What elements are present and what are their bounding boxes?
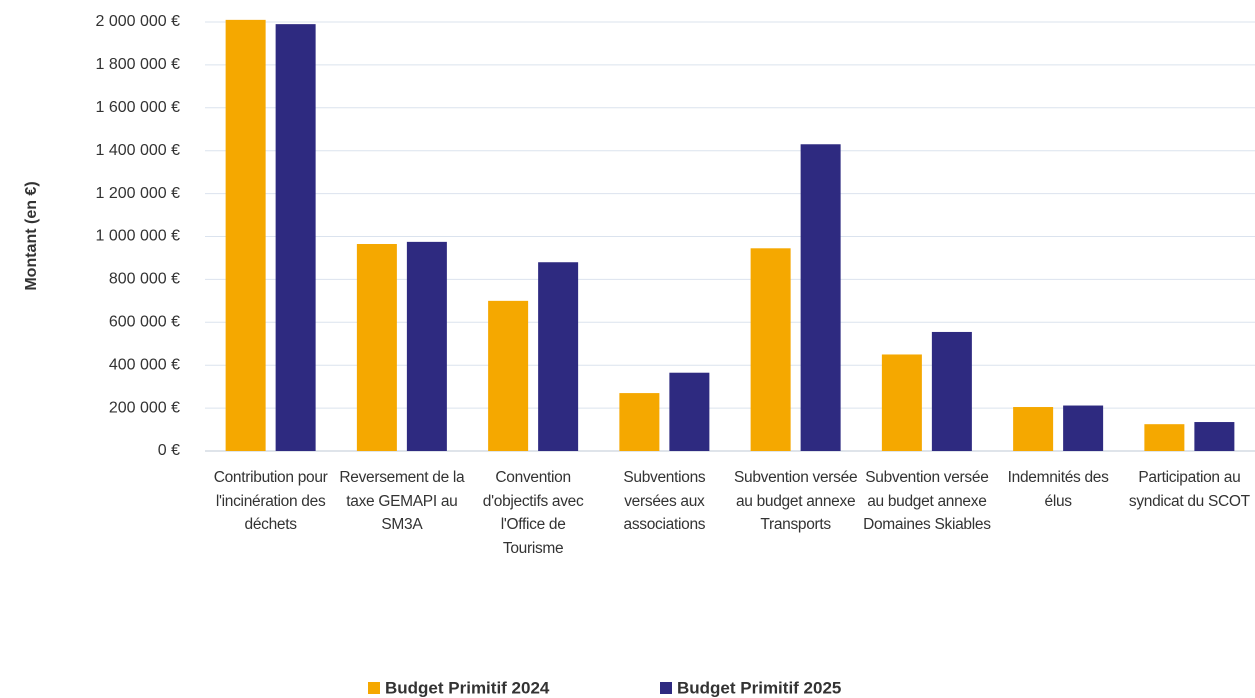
bar <box>881 354 922 451</box>
bar <box>356 244 397 451</box>
legend-swatch <box>660 682 672 694</box>
y-tick-label: 600 000 € <box>109 314 180 331</box>
y-tick-label: 1 800 000 € <box>95 56 180 73</box>
y-tick-label: 400 000 € <box>109 356 180 373</box>
bar <box>931 331 972 451</box>
y-tick-label: 1 400 000 € <box>95 142 180 159</box>
legend-label: Budget Primitif 2024 <box>385 678 550 697</box>
y-tick-label: 800 000 € <box>109 271 180 288</box>
x-tick-label: Indemnités des élus <box>1007 469 1109 510</box>
y-tick-label: 1 200 000 € <box>95 185 180 202</box>
y-tick-label: 200 000 € <box>109 399 180 416</box>
bar <box>1013 407 1054 451</box>
y-tick-label: 2 000 000 € <box>95 13 180 30</box>
bar <box>1194 422 1235 451</box>
x-tick-label: Convention d'objectifs avec l'Office de … <box>482 469 584 557</box>
x-tick-label: Participation au syndicat du SCOT <box>1128 469 1250 510</box>
bar <box>225 19 266 451</box>
y-axis-label: Montant (en €) <box>23 181 40 290</box>
x-tick-label: Subvention versée au budget annexe Trans… <box>733 469 858 533</box>
bar <box>800 144 841 451</box>
bar <box>750 248 791 451</box>
bar <box>406 241 447 451</box>
bar <box>619 393 660 451</box>
legend-swatch <box>368 682 380 694</box>
x-tick-label: Subventions versées aux associations <box>623 469 706 533</box>
bar <box>669 372 710 451</box>
y-tick-label: 1 000 000 € <box>95 228 180 245</box>
bar <box>1063 405 1104 451</box>
x-tick-label: Contribution pour l'incinération des déc… <box>213 469 328 533</box>
bar <box>275 24 316 452</box>
bar <box>538 262 579 451</box>
y-tick-label: 1 600 000 € <box>95 99 180 116</box>
x-tick-label: Reversement de la taxe GEMAPI au SM3A <box>339 469 465 533</box>
legend-label: Budget Primitif 2025 <box>677 678 841 697</box>
x-tick-label: Subvention versée au budget annexe Domai… <box>863 469 991 533</box>
bar <box>1144 424 1185 451</box>
y-tick-label: 0 € <box>158 442 180 459</box>
bar <box>488 300 529 451</box>
